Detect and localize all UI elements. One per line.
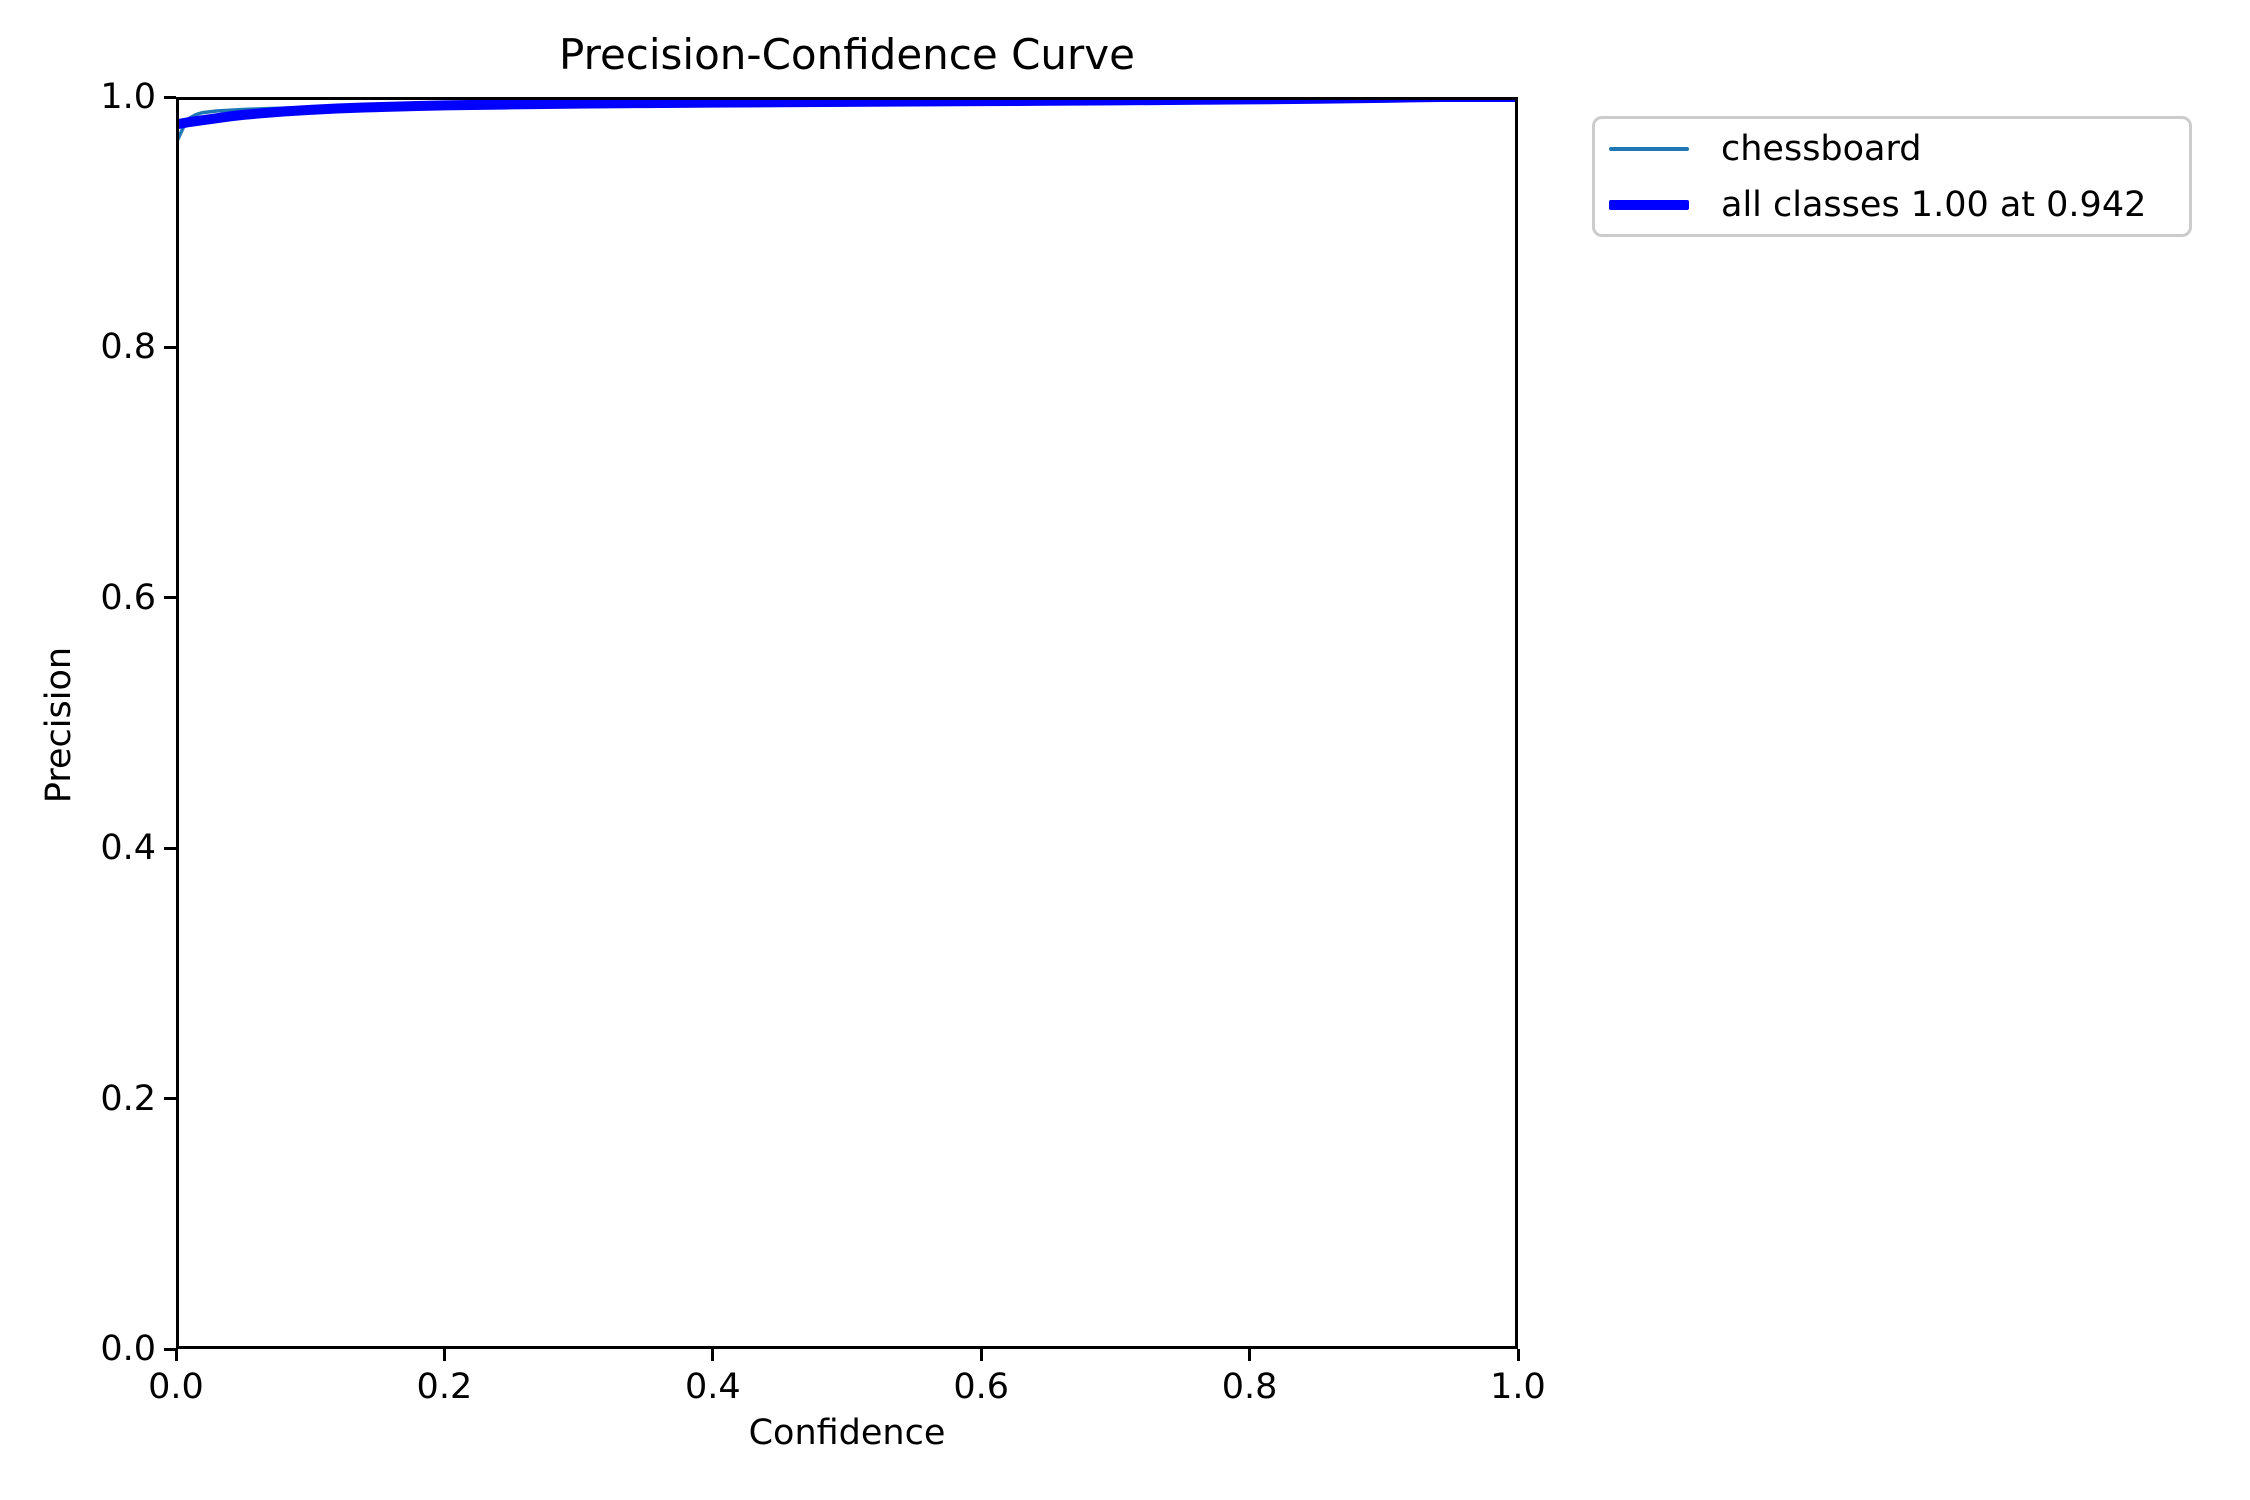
curves-svg [176, 97, 1518, 1349]
y-tick-mark [164, 1097, 176, 1101]
x-tick-label: 0.6 [953, 1367, 1010, 1407]
x-tick-mark [1516, 1349, 1520, 1361]
y-tick-mark [164, 345, 176, 349]
axes-spines [176, 97, 1518, 1349]
x-tick-mark [1248, 1349, 1252, 1361]
all-classes-line-sample [1609, 199, 1689, 210]
legend-item-all-classes: all classes 1.00 at 0.942 [1609, 184, 2189, 226]
y-axis-label: Precision [39, 646, 79, 804]
x-tick-label: 0.4 [684, 1367, 741, 1407]
y-tick-label: 0.6 [100, 577, 156, 618]
legend-label-chessboard: chessboard [1721, 128, 1922, 169]
x-tick-label: 0.8 [1221, 1367, 1278, 1407]
x-tick-mark [979, 1349, 983, 1361]
legend-label-all-classes: all classes 1.00 at 0.942 [1721, 184, 2147, 225]
y-tick-mark [164, 596, 176, 600]
plot-area [176, 97, 1518, 1349]
x-tick-mark [442, 1349, 446, 1361]
x-tick-label: 0.0 [148, 1367, 204, 1407]
y-tick-mark [164, 846, 176, 850]
x-tick-label: 0.2 [416, 1367, 473, 1407]
y-tick-label: 0.0 [100, 1329, 156, 1369]
y-tick-label: 0.2 [100, 1078, 156, 1119]
x-tick-mark [174, 1349, 178, 1361]
legend: chessboard all classes 1.00 at 0.942 [1592, 116, 2192, 237]
y-tick-label: 0.8 [100, 327, 156, 368]
y-tick-mark [164, 1347, 176, 1351]
chessboard-line-sample [1609, 146, 1689, 151]
x-tick-mark [711, 1349, 715, 1361]
y-tick-label: 0.4 [100, 828, 156, 869]
chart-title: Precision-Confidence Curve [559, 30, 1135, 79]
x-tick-label: 1.0 [1490, 1367, 1546, 1407]
y-tick-label: 1.0 [100, 77, 156, 117]
all-classes-curve [176, 97, 1518, 130]
legend-item-chessboard: chessboard [1609, 128, 2189, 170]
y-tick-mark [164, 95, 176, 99]
x-axis-label: Confidence [748, 1413, 946, 1453]
